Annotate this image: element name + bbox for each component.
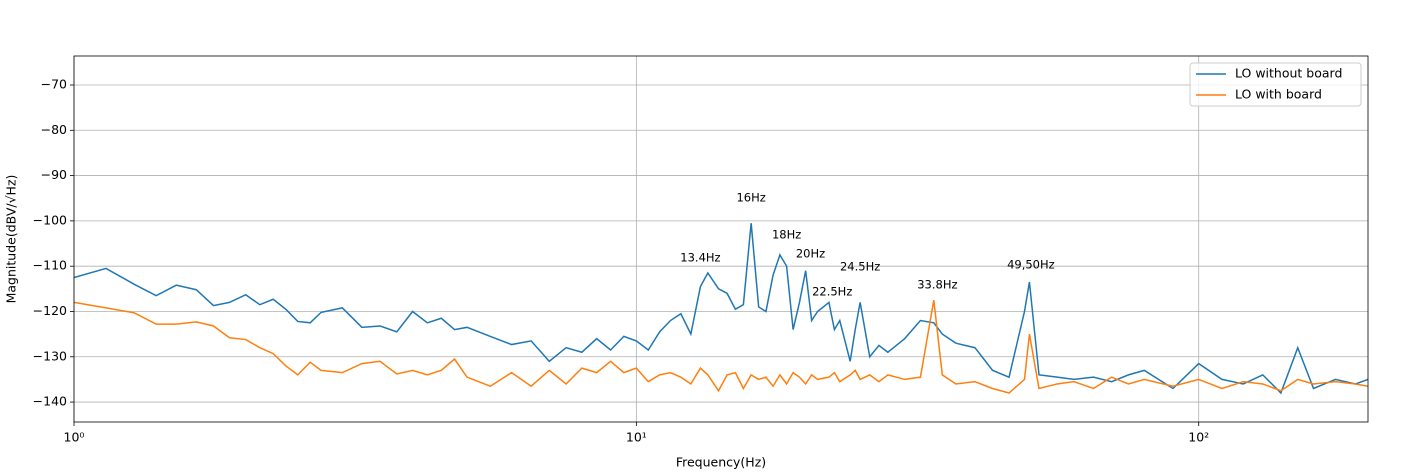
y-tick-label: −130: [33, 348, 67, 363]
axes-frame: [73, 55, 1369, 423]
y-tick-label: −70: [41, 76, 67, 91]
annotation: 22.5Hz: [812, 284, 852, 298]
annotation: 13.4Hz: [680, 251, 720, 265]
x-axis-label: Frequency(Hz): [676, 455, 766, 470]
y-axis-label: Magnitude(dBV/√Hz): [4, 175, 19, 304]
annotation: 33.8Hz: [917, 278, 957, 292]
y-tick-label: −100: [33, 212, 67, 227]
y-tick-label: −120: [33, 303, 67, 318]
legend-box: [1189, 62, 1362, 107]
annotation: 16Hz: [736, 191, 765, 205]
annotation: 20Hz: [796, 246, 825, 260]
series-line: [74, 223, 1368, 395]
y-tick-label: −140: [33, 394, 67, 409]
series-line: [74, 300, 1368, 394]
annotation: 24.5Hz: [840, 260, 880, 274]
x-tick-label: 10⁰: [64, 430, 85, 445]
legend-label: LO with board: [1235, 87, 1322, 102]
y-tick-label: −110: [33, 258, 67, 273]
x-tick-label: 10²: [1188, 430, 1209, 445]
annotation: 18Hz: [772, 227, 801, 241]
plot-area: [74, 223, 1368, 395]
y-tick-label: −80: [41, 122, 67, 137]
annotation: 49,50Hz: [1007, 257, 1055, 271]
y-tick-label: −90: [41, 167, 67, 182]
legend-label: LO without board: [1235, 66, 1342, 81]
x-tick-label: 10¹: [626, 430, 647, 445]
